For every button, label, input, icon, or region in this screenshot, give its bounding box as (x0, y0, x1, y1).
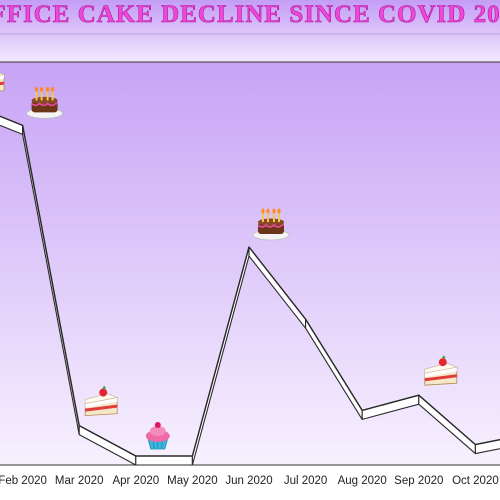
series-line (0, 115, 500, 457)
chart-title: OFFICE CAKE DECLINE SINCE COVID 2020 (0, 1, 500, 28)
x-tick-label: Apr 2020 (112, 475, 159, 487)
cake-icon (252, 208, 290, 241)
x-tick-label: Mar 2020 (55, 475, 104, 487)
line-segment (135, 455, 193, 466)
line-segment (474, 439, 500, 455)
slice-icon (0, 72, 6, 92)
x-tick-label: Sep 2020 (394, 475, 443, 487)
x-tick-label: Jul 2020 (284, 475, 327, 487)
title-band (0, 0, 500, 62)
x-tick-label: Feb 2020 (0, 475, 47, 487)
x-tick-label: Oct 2020 (452, 475, 499, 487)
cake-icon (26, 87, 63, 119)
x-tick-label: Aug 2020 (338, 475, 387, 487)
slice-icon (424, 355, 458, 386)
x-tick-label: Jun 2020 (225, 475, 272, 487)
cupcake-icon (145, 422, 170, 450)
slice-icon (84, 385, 119, 417)
x-tick-label: May 2020 (167, 475, 218, 487)
